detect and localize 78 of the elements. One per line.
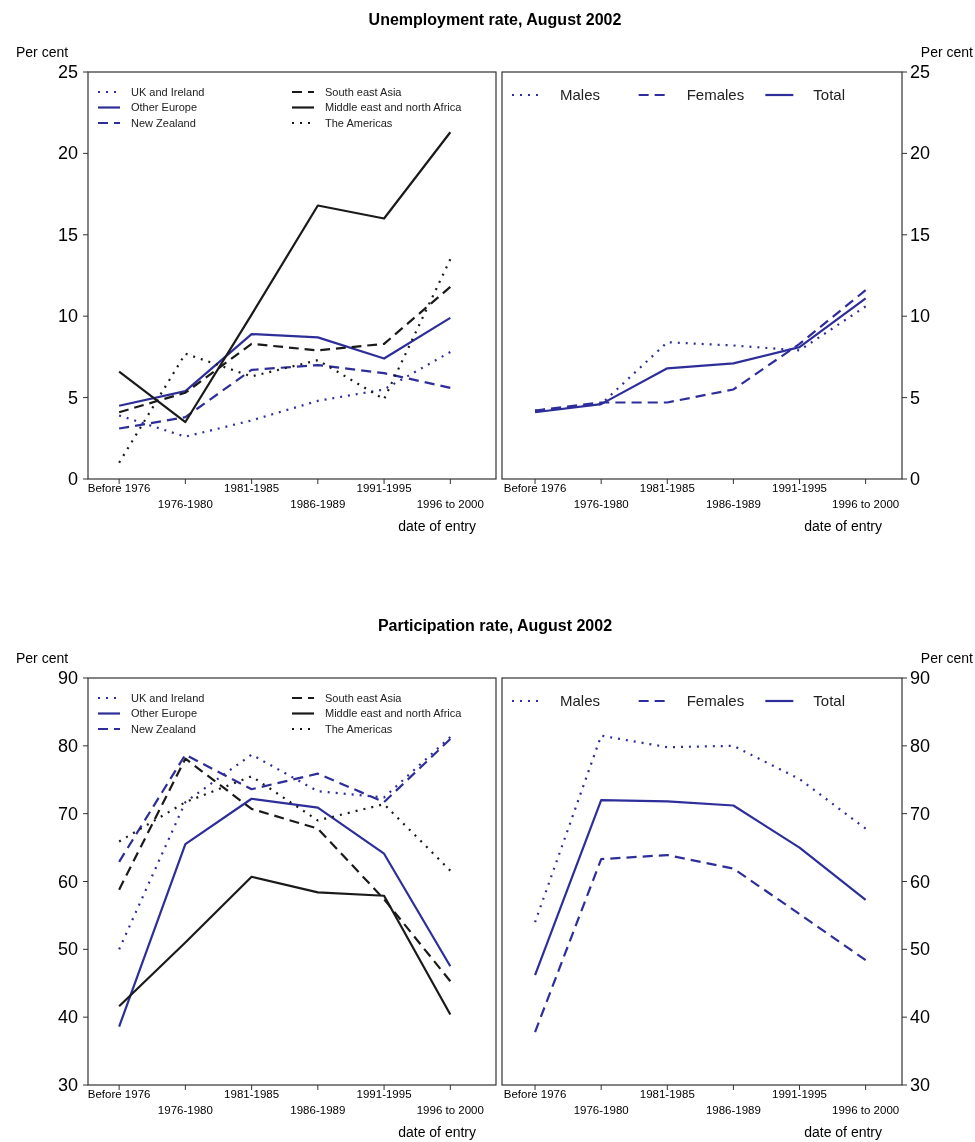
y-tick-label: 10	[910, 306, 931, 327]
y-tick-label: 40	[57, 1007, 78, 1028]
x-tick-label: 1976-1980	[573, 1104, 629, 1116]
y-tick-label: 70	[57, 803, 78, 824]
x-tick-label: 1986-1989	[705, 1104, 761, 1116]
y-tick-label: 25	[910, 62, 931, 82]
legend-label: Other Europe	[131, 101, 198, 114]
y-tick-label: 20	[910, 143, 931, 164]
legend-label: Males	[560, 692, 601, 710]
x-axis-title: date of entry	[804, 518, 882, 534]
x-tick-label: Before 1976	[503, 1088, 567, 1100]
y-tick-label: 15	[910, 224, 931, 245]
chart-title: Unemployment rate, August 2002	[368, 11, 622, 28]
y-tick-label: 60	[57, 871, 78, 892]
x-tick-label: Before 1976	[87, 482, 151, 494]
legend-label: Total	[813, 86, 846, 104]
legend-label: New Zealand	[131, 722, 196, 735]
x-tick-label: 1996 to 2000	[832, 1104, 900, 1116]
y-tick-label: 60	[910, 871, 931, 892]
x-tick-label: 1991-1995	[356, 1088, 412, 1100]
y-tick-label: 40	[910, 1007, 931, 1028]
y-tick-label: 90	[910, 668, 931, 688]
legend-label: UK and Ireland	[131, 85, 205, 98]
legend-label: Females	[686, 86, 745, 104]
y-axis-title: Per cent	[16, 650, 69, 666]
y-tick-label: 30	[57, 1075, 78, 1095]
y-axis-title: Per cent	[16, 44, 69, 60]
y-axis-title: Per cent	[920, 44, 974, 60]
x-tick-label: 1981-1985	[224, 482, 280, 494]
y-tick-label: 25	[57, 62, 78, 82]
x-tick-label: Before 1976	[503, 482, 567, 494]
legend-label: Females	[686, 692, 745, 710]
legend-label: The Americas	[325, 116, 393, 129]
y-tick-label: 5	[67, 387, 78, 408]
y-tick-label: 15	[57, 224, 78, 245]
y-tick-label: 30	[910, 1075, 931, 1095]
x-tick-label: 1986-1989	[290, 1104, 346, 1116]
x-tick-label: 1976-1980	[157, 1104, 213, 1116]
y-tick-label: 50	[57, 939, 78, 960]
legend-label: South east Asia	[325, 85, 403, 98]
x-tick-label: 1981-1985	[224, 1088, 280, 1100]
y-tick-label: 80	[910, 735, 931, 756]
x-tick-label: 1976-1980	[573, 498, 629, 510]
y-tick-label: 70	[910, 803, 931, 824]
y-tick-label: 90	[57, 668, 78, 688]
x-tick-label: 1991-1995	[772, 482, 828, 494]
x-tick-label: 1986-1989	[290, 498, 346, 510]
legend-label: Middle east and north Africa	[325, 707, 463, 720]
y-axis-title: Per cent	[920, 650, 974, 666]
legend-label: Total	[813, 692, 846, 710]
x-tick-label: 1996 to 2000	[416, 498, 484, 510]
legend-label: UK and Ireland	[131, 691, 205, 704]
x-tick-label: Before 1976	[87, 1088, 151, 1100]
x-axis-title: date of entry	[804, 1124, 882, 1140]
x-tick-label: 1986-1989	[705, 498, 761, 510]
x-tick-label: 1981-1985	[639, 482, 695, 494]
legend-label: New Zealand	[131, 116, 196, 129]
legend-label: Other Europe	[131, 707, 198, 720]
x-axis-title: date of entry	[398, 1124, 476, 1140]
legend-label: South east Asia	[325, 691, 403, 704]
x-tick-label: 1996 to 2000	[416, 1104, 484, 1116]
x-tick-label: 1991-1995	[772, 1088, 828, 1100]
y-tick-label: 20	[57, 143, 78, 164]
y-tick-label: 10	[57, 306, 78, 327]
legend-label: Males	[560, 86, 601, 104]
legend-label: The Americas	[325, 722, 393, 735]
x-tick-label: 1996 to 2000	[832, 498, 900, 510]
y-tick-label: 80	[57, 735, 78, 756]
x-tick-label: 1976-1980	[157, 498, 213, 510]
y-tick-label: 50	[910, 939, 931, 960]
y-tick-label: 0	[910, 469, 921, 489]
x-tick-label: 1991-1995	[356, 482, 412, 494]
y-tick-label: 0	[67, 469, 78, 489]
x-tick-label: 1981-1985	[639, 1088, 695, 1100]
legend-label: Middle east and north Africa	[325, 101, 463, 114]
y-tick-label: 5	[910, 387, 921, 408]
x-axis-title: date of entry	[398, 518, 476, 534]
chart-title: Participation rate, August 2002	[377, 617, 613, 634]
